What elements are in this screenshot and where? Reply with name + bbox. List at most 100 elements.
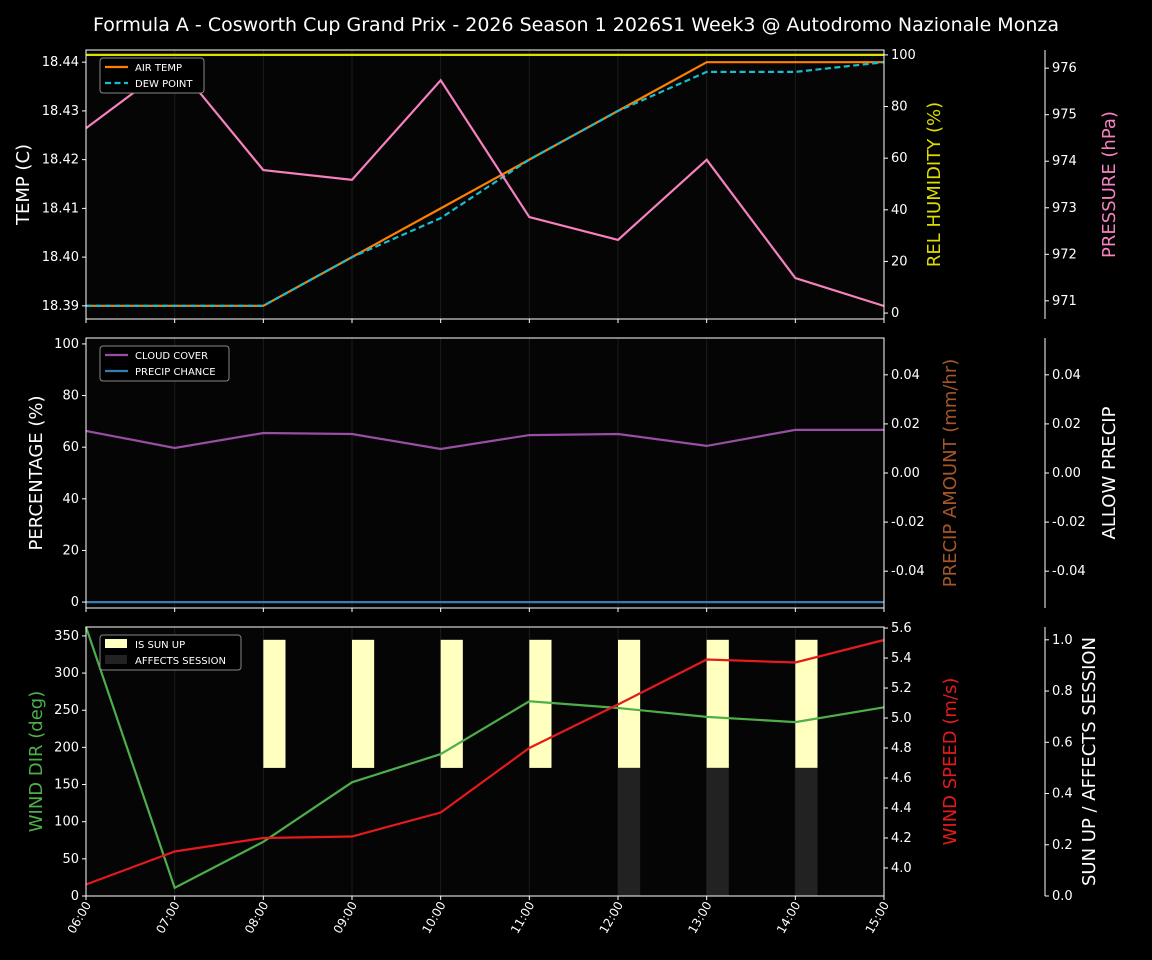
panel-2: 0 20 40 60 80 100 -0.04 -0.02 0.00 0.02 0.04 -0.04 -… [26, 337, 1120, 612]
y-axis-tick-label: 18.40 [42, 250, 79, 265]
y-axis-tick-label: 18.41 [42, 201, 79, 216]
sun-up-bar [529, 639, 552, 768]
legend-label: DEW POINT [135, 79, 193, 90]
legend: CLOUD COVER PRECIP CHANCE [99, 345, 230, 382]
y-axis-tick-label: 80 [62, 389, 79, 404]
y3-axis-tick-label: 0.04 [1052, 368, 1081, 383]
y3-axis-tick-label: 0.6 [1052, 735, 1073, 750]
y-axis-tick-label: 0 [71, 889, 79, 904]
y-axis-tick-label: 18.39 [42, 299, 79, 314]
legend-box [99, 634, 242, 671]
y2-axis-tick-label: 5.2 [891, 681, 912, 696]
legend-swatch [105, 639, 127, 648]
y2-axis-tick-label: 40 [891, 203, 908, 218]
y-axis-tick-label: 18.42 [42, 153, 79, 168]
y3-axis-tick-label: 0.4 [1052, 787, 1073, 802]
y3-axis-tick-label: 972 [1052, 247, 1077, 262]
y3-axis-label: PRESSURE (hPa) [1099, 111, 1120, 258]
affects-session-bar [795, 767, 818, 896]
y2-axis-tick-label: 60 [891, 151, 908, 166]
y-axis-label: TEMP (C) [13, 144, 34, 226]
plot-area [86, 338, 884, 608]
y2-axis-tick-label: 100 [891, 48, 916, 63]
y3-axis-tick-label: 973 [1052, 201, 1077, 216]
y2-axis-tick-label: 4.4 [891, 801, 912, 816]
y2-axis-tick-label: 0 [891, 306, 899, 321]
legend-label: CLOUD COVER [135, 351, 208, 362]
y2-axis-tick-label: 5.0 [891, 711, 912, 726]
y2-axis-tick-label: 4.6 [891, 771, 912, 786]
y-axis-tick-label: 350 [54, 629, 79, 644]
legend-label: PRECIP CHANCE [135, 367, 216, 378]
y-axis-tick-label: 150 [54, 778, 79, 793]
y-axis-tick-label: 0 [71, 595, 79, 610]
y2-axis-tick-label: -0.02 [891, 515, 925, 530]
panel-1: 18.39 18.40 18.41 18.42 18.43 18.44 0 20 40 60 80 1… [13, 48, 1120, 323]
legend-label: IS SUN UP [135, 640, 185, 651]
plot-area [86, 627, 884, 896]
y3-axis-tick-label: 971 [1052, 294, 1077, 309]
y3-axis-tick-label: -0.02 [1052, 515, 1086, 530]
y2-axis-label: REL HUMIDITY (%) [924, 102, 945, 267]
y-axis-label: PERCENTAGE (%) [26, 395, 47, 550]
x-tick-label: 06:00 [65, 899, 94, 936]
x-tick-label: 13:00 [685, 899, 714, 936]
y3-axis-tick-label: 976 [1052, 61, 1077, 76]
x-tick-label: 14:00 [774, 899, 803, 936]
x-tick-label: 08:00 [242, 899, 271, 936]
y2-axis-tick-label: 0.00 [891, 466, 920, 481]
y2-axis-tick-label: 4.8 [891, 741, 912, 756]
y3-axis-label: ALLOW PRECIP [1099, 406, 1120, 539]
y2-axis-tick-label: 0.04 [891, 368, 920, 383]
chart-title: Formula A - Cosworth Cup Grand Prix - 20… [93, 14, 1059, 36]
y-axis-tick-label: 200 [54, 740, 79, 755]
y2-axis-tick-label: 4.2 [891, 831, 912, 846]
legend: IS SUN UP AFFECTS SESSION [99, 634, 242, 671]
sun-up-bar [795, 639, 818, 768]
y-axis-tick-label: 18.44 [42, 55, 79, 70]
x-tick-label: 11:00 [508, 899, 537, 936]
cloud-cover-line [85, 428, 884, 451]
y2-axis-tick-label: 80 [891, 100, 908, 115]
legend: AIR TEMP DEW POINT [99, 57, 205, 94]
sun-up-bar [352, 639, 375, 768]
panel-3: 0 50 100 150 200 250 300 350 4.0 4.2 4.4 4.6 4.8 5.0 5… [26, 621, 1100, 936]
y2-axis-label: WIND SPEED (m/s) [940, 678, 961, 846]
legend-label: AIR TEMP [135, 63, 182, 74]
y2-axis-tick-label: 5.4 [891, 651, 912, 666]
y-axis-tick-label: 18.43 [42, 104, 79, 119]
y3-axis-tick-label: 0.0 [1052, 889, 1073, 904]
series-0-line [84, 626, 885, 890]
x-tick-label: 15:00 [863, 899, 892, 936]
y3-axis-tick-label: -0.04 [1052, 564, 1086, 579]
y2-axis-label: PRECIP AMOUNT (mm/hr) [940, 359, 961, 588]
legend-label: AFFECTS SESSION [135, 656, 226, 667]
series-1-line [85, 638, 885, 886]
y3-axis-tick-label: 0.8 [1052, 684, 1073, 699]
y2-axis-tick-label: -0.04 [891, 564, 925, 579]
y2-axis-tick-label: 4.0 [891, 861, 912, 876]
legend-box [99, 345, 230, 382]
y-axis-tick-label: 50 [62, 852, 79, 867]
axes-frame [85, 49, 885, 320]
y3-axis-tick-label: 975 [1052, 108, 1077, 123]
y-axis-tick-label: 250 [54, 703, 79, 718]
sun-up-bar [263, 639, 286, 768]
y-axis-tick-label: 40 [62, 492, 79, 507]
x-tick-label: 10:00 [419, 899, 448, 936]
affects-session-bar [618, 767, 641, 896]
y2-axis-tick-label: 0.02 [891, 417, 920, 432]
y3-axis-tick-label: 0.2 [1052, 838, 1073, 853]
y-axis-tick-label: 100 [54, 815, 79, 830]
y3-axis-tick-label: 974 [1052, 154, 1077, 169]
affects-session-bar [706, 767, 729, 896]
x-tick-label: 07:00 [153, 899, 182, 936]
sun-up-bar [618, 639, 641, 768]
y3-axis-tick-label: 1.0 [1052, 633, 1073, 648]
y-axis-tick-label: 300 [54, 666, 79, 681]
x-tick-label: 12:00 [597, 899, 626, 936]
y3-axis-label: SUN UP / AFFECTS SESSION [1079, 637, 1100, 886]
series-3-line [85, 60, 885, 308]
axes-frame [85, 626, 885, 897]
